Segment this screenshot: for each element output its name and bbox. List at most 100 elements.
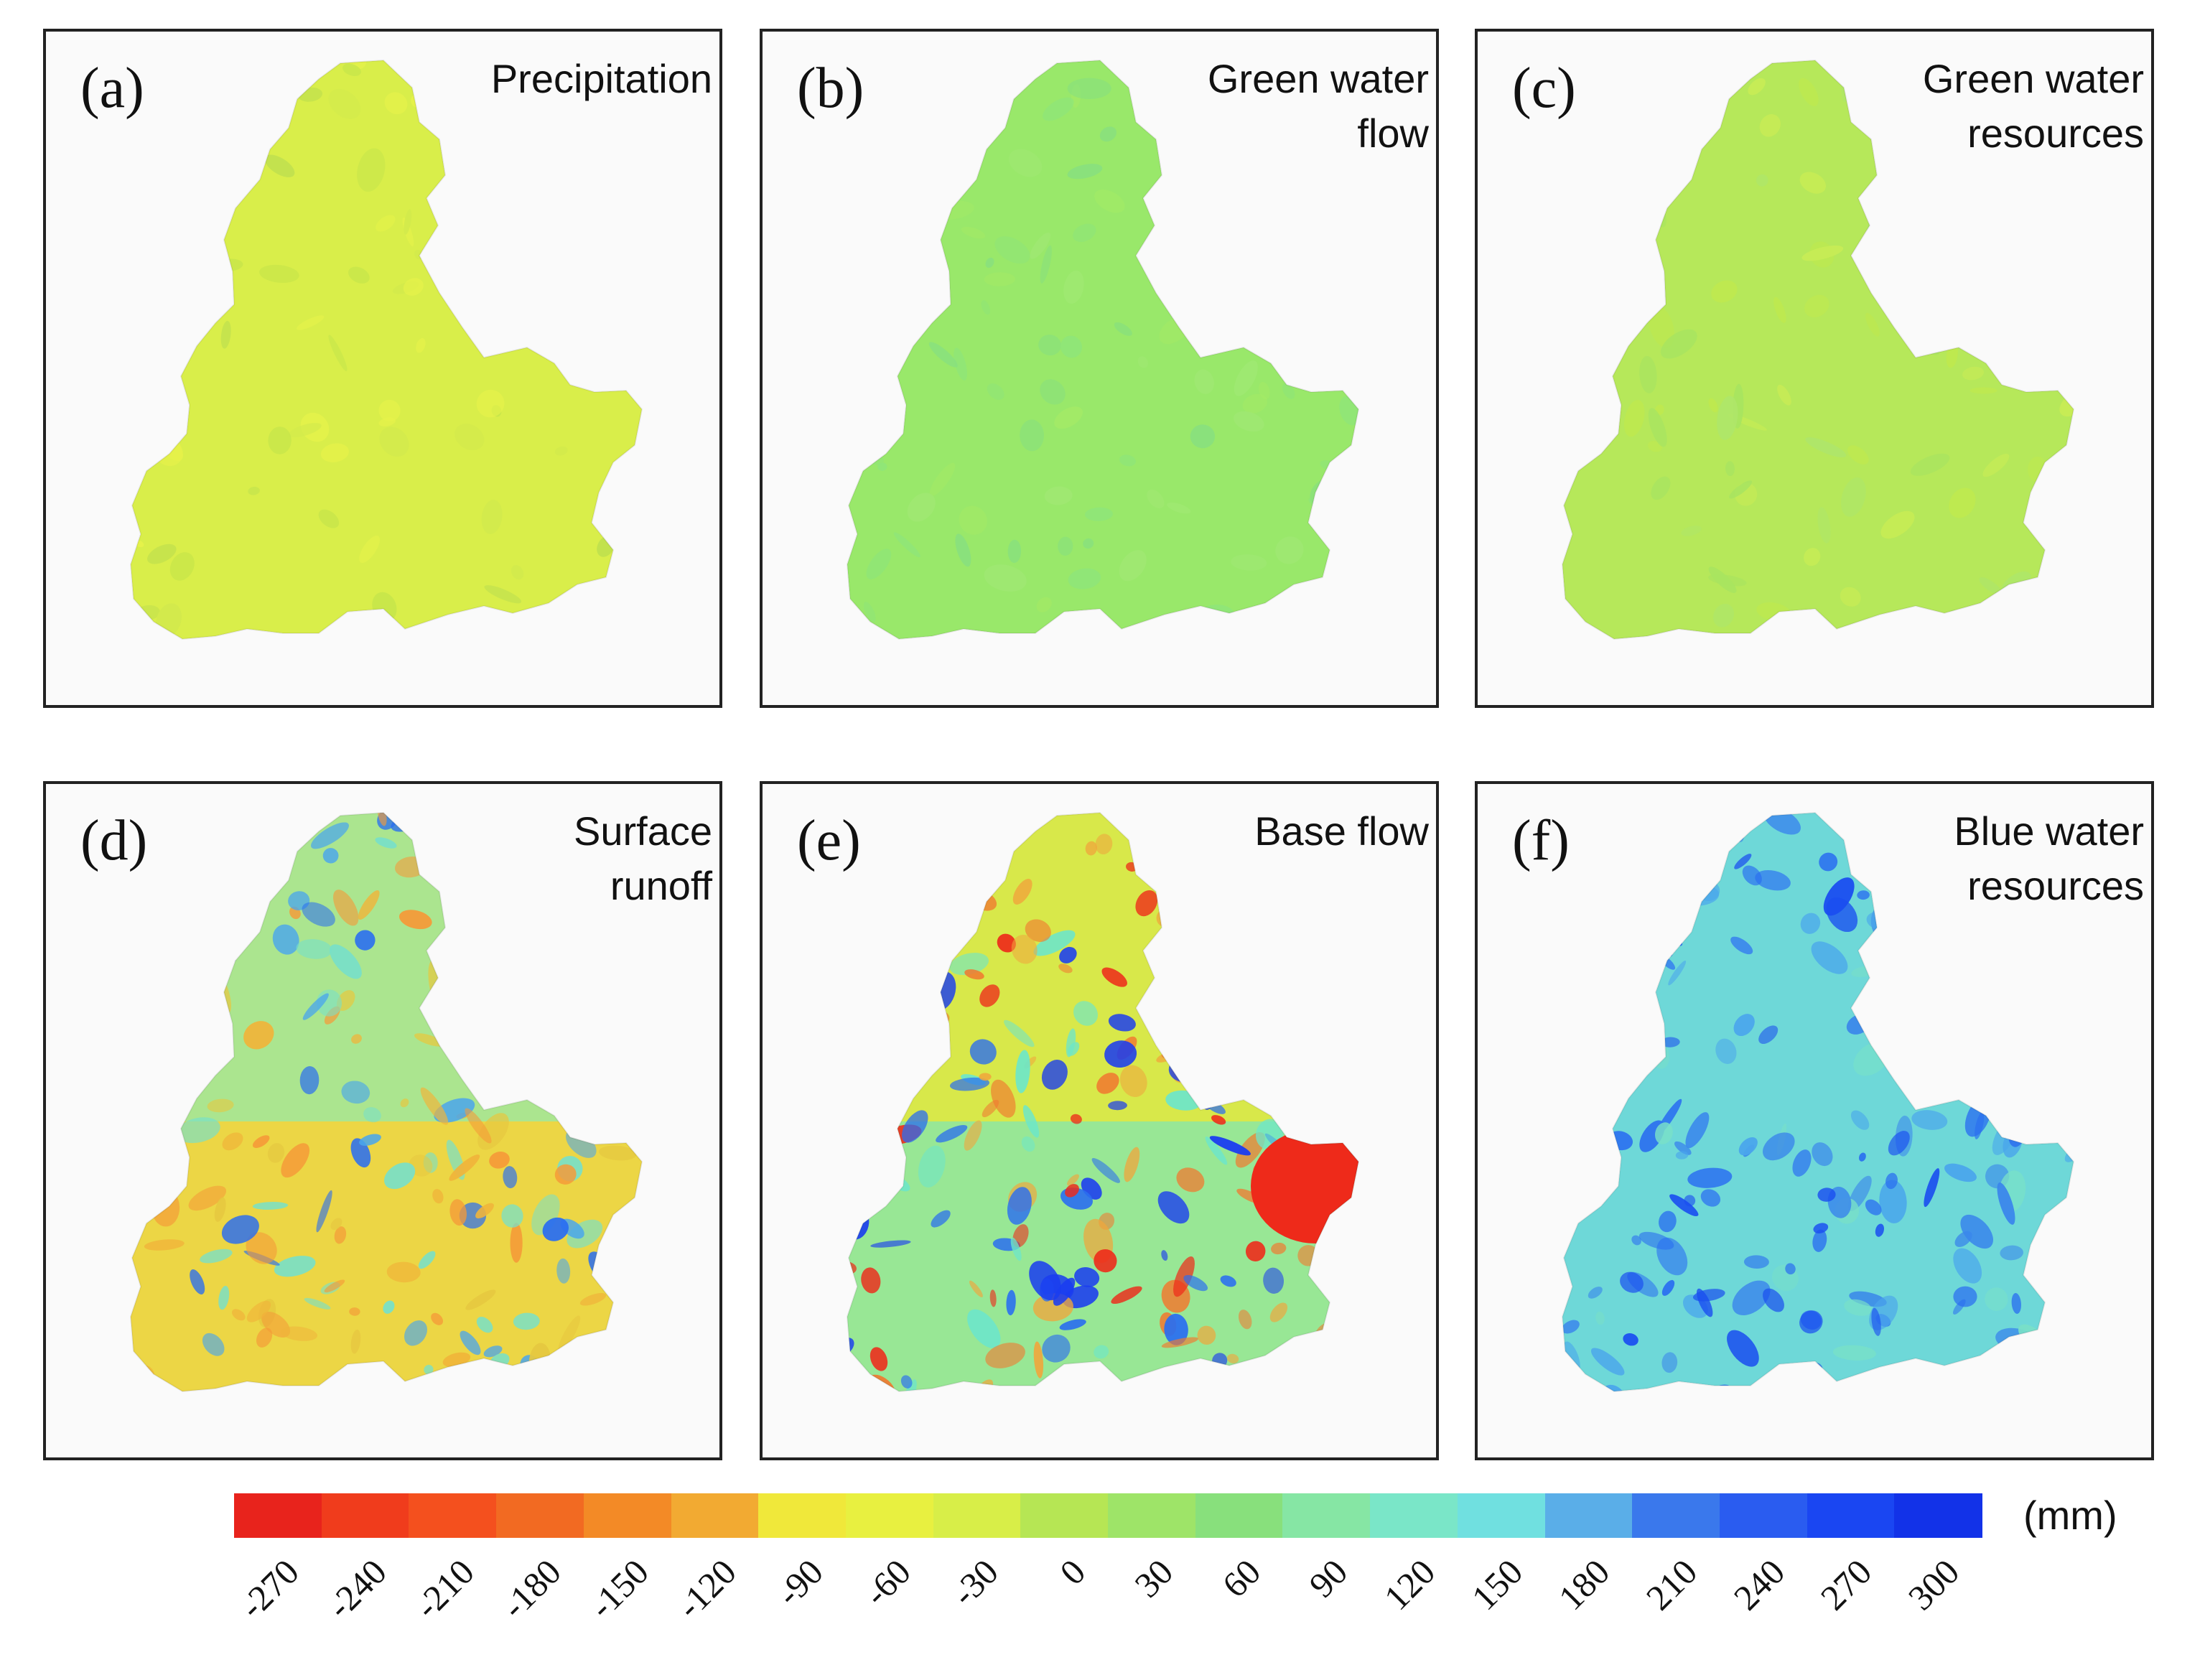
value-patch <box>1647 924 1673 957</box>
value-patch <box>1073 223 1096 243</box>
value-patch <box>1982 453 2010 477</box>
value-patch <box>1888 1131 1910 1156</box>
value-patch <box>1958 1074 1980 1088</box>
value-patch <box>870 1347 888 1371</box>
value-patch <box>2064 1143 2074 1162</box>
value-patch <box>2010 1055 2018 1073</box>
panel-letter: (e) <box>797 809 861 872</box>
value-patch <box>1058 963 1073 974</box>
value-patch <box>1306 1346 1348 1376</box>
value-patch <box>2028 1017 2066 1045</box>
value-patch <box>1015 1050 1030 1093</box>
value-patch <box>1882 932 1892 951</box>
value-patch <box>2031 1054 2065 1083</box>
value-patch <box>1257 272 1293 300</box>
value-patch <box>902 1110 928 1143</box>
value-patch <box>1804 294 1829 318</box>
value-patch <box>1183 1274 1208 1292</box>
value-patch <box>1215 1024 1241 1066</box>
value-patch <box>1628 279 1652 306</box>
value-patch <box>608 501 641 540</box>
panel-letter: (c) <box>1512 57 1576 120</box>
value-patch <box>1953 1248 1982 1284</box>
value-patch <box>1562 902 1576 944</box>
value-patch <box>1226 1353 1239 1364</box>
value-patch <box>404 1320 428 1346</box>
value-patch <box>1685 1112 1710 1149</box>
value-patch <box>1652 139 1664 154</box>
value-patch <box>1291 896 1318 909</box>
value-patch <box>1068 568 1101 589</box>
value-patch <box>907 493 936 522</box>
value-patch <box>1333 1017 1352 1037</box>
value-patch <box>929 462 956 497</box>
map-panel-c: (c) Green water resources <box>1475 29 2154 708</box>
panel-letter: (a) <box>80 57 144 120</box>
value-patch <box>455 1000 494 1021</box>
value-patch <box>1792 1149 1812 1177</box>
value-patch <box>1850 1110 1870 1130</box>
value-patch <box>511 957 537 989</box>
value-patch <box>1021 1136 1035 1152</box>
colorbar-swatch <box>933 1493 1022 1538</box>
value-patch <box>2018 1337 2061 1361</box>
value-patch <box>621 1287 642 1329</box>
value-patch <box>144 279 162 311</box>
value-patch <box>416 337 426 353</box>
value-patch <box>1033 930 1076 956</box>
colorbar-tick-label: -150 <box>581 1551 656 1627</box>
value-patch <box>253 852 274 875</box>
colorbar-swatch <box>671 1493 760 1538</box>
value-patch <box>1562 1136 1577 1156</box>
colorbar-tick-label: 60 <box>1213 1551 1268 1605</box>
value-patch <box>1147 489 1165 509</box>
value-patch <box>554 1164 577 1185</box>
value-patch <box>625 926 638 945</box>
value-patch <box>460 1330 481 1355</box>
basin-outline <box>1561 811 2075 1393</box>
value-patch <box>979 1073 992 1081</box>
value-patch <box>1316 342 1341 372</box>
value-patch <box>350 1329 361 1354</box>
value-patch <box>1108 1101 1127 1111</box>
value-patch <box>1085 841 1097 856</box>
colorbar-swatch <box>1282 1493 1371 1538</box>
value-patch <box>878 1081 890 1098</box>
value-patch <box>220 320 231 349</box>
value-patch <box>1010 1237 1022 1261</box>
value-patch <box>1894 964 1920 988</box>
value-patch <box>221 1215 259 1244</box>
value-patch <box>1119 1065 1147 1097</box>
value-patch <box>522 1064 551 1098</box>
value-patch <box>928 342 958 368</box>
value-patch <box>489 1151 510 1169</box>
value-patch <box>1114 322 1132 336</box>
value-patch <box>2005 1070 2037 1097</box>
value-patch <box>1628 826 1666 842</box>
value-patch <box>1687 1167 1733 1188</box>
value-patch <box>2008 582 2026 625</box>
value-patch <box>1095 834 1113 855</box>
value-patch <box>1325 1373 1338 1391</box>
value-patch <box>1969 387 1997 394</box>
value-patch <box>1124 1147 1140 1182</box>
value-patch <box>961 226 986 239</box>
value-patch <box>424 1365 434 1375</box>
value-patch <box>1801 245 1844 261</box>
value-patch <box>620 477 642 500</box>
colorbar-swatch <box>496 1493 584 1538</box>
value-patch <box>1717 396 1738 440</box>
colorbar-swatch <box>583 1493 672 1538</box>
value-patch <box>302 902 335 927</box>
value-patch <box>1648 408 1667 447</box>
value-patch <box>949 953 989 976</box>
value-patch <box>2016 178 2023 199</box>
value-patch <box>174 883 202 912</box>
value-patch <box>1985 1287 2008 1311</box>
value-patch <box>1177 160 1188 185</box>
value-patch <box>1805 437 1847 458</box>
value-patch <box>1725 461 1735 477</box>
basin-map <box>129 811 643 1393</box>
colorbar-swatch <box>321 1493 410 1538</box>
value-patch <box>1734 854 1752 869</box>
